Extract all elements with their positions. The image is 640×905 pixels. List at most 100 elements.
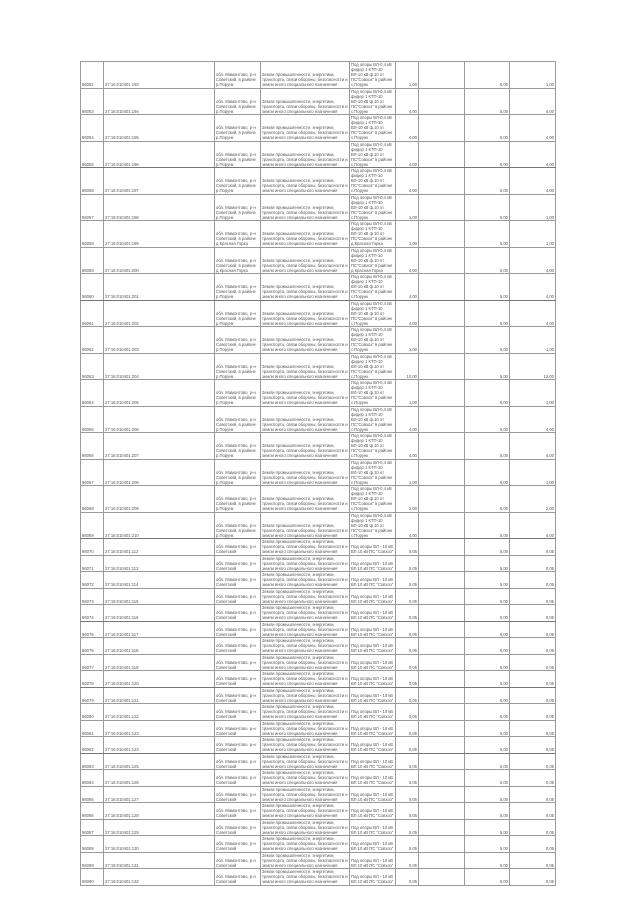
total-cell: 4,00 [509, 432, 556, 460]
table-row: 86083 27:16:010401:125 обл. Мамонтово, р-н… [80, 752, 556, 770]
row-id-cell: 86084 [80, 769, 104, 787]
cadastral-number-cell: 27:16:010401:210 [103, 511, 215, 539]
area-cell: 4,00 [395, 87, 419, 115]
table-row: 86085 27:16:010401:127 обл. Мамонтово, р-н… [80, 785, 556, 803]
row-id-cell: 86071 [80, 554, 104, 572]
cadastral-number-cell: 27:16:010401:117 [103, 620, 215, 638]
area-cell: 0,05 [395, 785, 419, 803]
usage-description-cell: Под опоры ВЛ - 10 кВ ВЛ 10 кВ ПС "Совхоз… [349, 686, 396, 704]
cadastral-number-cell: 27:16:010401:128 [103, 802, 215, 820]
table-row: 86086 27:16:010401:128 обл. Мамонтово, р-н… [80, 802, 556, 820]
row-id-cell: 86090 [80, 868, 104, 886]
total-cell: 0,05 [509, 736, 556, 754]
table-row: 86073 27:16:010401:115 обл. Мамонтово, р-н… [80, 587, 556, 605]
total-cell: 0,05 [509, 670, 556, 688]
rate-cell: 5,00 [464, 554, 510, 572]
row-id-cell: 86077 [80, 653, 104, 671]
row-id-cell: 86078 [80, 670, 104, 688]
table-row: 86076 27:16:010401:118 обл. Мамонтово, р-н… [80, 637, 556, 655]
empty-cell [418, 140, 465, 168]
address-cell: обл. Мамонтово, р-н Советский, в районе … [214, 326, 261, 354]
usage-description-cell: Под опоры ВЛ-0,4 кВ фидер 1 КТП-10 ВЛ-10… [349, 61, 396, 89]
empty-cell [418, 379, 465, 407]
table-row: 86055 27:16:010401:196 обл. Мамонтово, р-н… [80, 140, 556, 168]
address-cell: обл. Мамонтово, р-н Советский [214, 769, 261, 787]
land-category-cell: Земли промышленности, энергетики, трансп… [260, 458, 350, 486]
cadastral-number-cell: 27:16:010401:118 [103, 637, 215, 655]
cadastral-number-cell: 27:16:010401:193 [103, 61, 215, 89]
total-cell: 4,00 [509, 511, 556, 539]
address-cell: обл. Мамонтово, р-н Советский [214, 571, 261, 589]
rate-cell: 5,00 [464, 670, 510, 688]
table-row: 86065 27:16:010401:206 обл. Мамонтово, р-н… [80, 405, 556, 433]
total-cell: 0,05 [509, 538, 556, 556]
total-cell: 1,00 [509, 379, 556, 407]
land-category-cell: Земли промышленности, энергетики, трансп… [260, 432, 350, 460]
empty-cell [418, 752, 465, 770]
address-cell: обл. Мамонтово, р-н Советский [214, 868, 261, 886]
total-cell: 0,05 [509, 686, 556, 704]
land-category-cell: Земли промышленности, энергетики, трансп… [260, 246, 350, 274]
cadastral-number-cell: 27:16:010401:119 [103, 653, 215, 671]
area-cell: 4,00 [395, 167, 419, 195]
cadastral-number-cell: 27:16:010401:124 [103, 736, 215, 754]
rate-cell: 5,00 [464, 405, 510, 433]
area-cell: 0,05 [395, 703, 419, 721]
table-row: 86058 27:16:010401:199 обл. Мамонтово, р-н… [80, 220, 556, 248]
area-cell: 1,00 [395, 379, 419, 407]
area-cell: 4,00 [395, 140, 419, 168]
land-category-cell: Земли промышленности, энергетики, трансп… [260, 802, 350, 820]
area-cell: 0,05 [395, 719, 419, 737]
row-id-cell: 86053 [80, 87, 104, 115]
rate-cell: 5,00 [464, 167, 510, 195]
area-cell: 0,05 [395, 802, 419, 820]
row-id-cell: 86063 [80, 352, 104, 380]
land-category-cell: Земли промышленности, энергетики, трансп… [260, 193, 350, 221]
cadastral-number-cell: 27:16:010401:121 [103, 686, 215, 704]
cadastral-number-cell: 27:16:010401:129 [103, 818, 215, 836]
empty-cell [418, 571, 465, 589]
total-cell: 0,05 [509, 587, 556, 605]
usage-description-cell: Под опоры ВЛ - 10 кВ ВЛ 10 кВ ПС "Совхоз… [349, 851, 396, 869]
total-cell: 0,05 [509, 868, 556, 886]
address-cell: обл. Мамонтово, р-н Советский, в районе … [214, 352, 261, 380]
usage-description-cell: Под опоры ВЛ - 10 кВ ВЛ 10 кВ ПС "Совхоз… [349, 769, 396, 787]
cadastral-number-cell: 27:16:010401:130 [103, 835, 215, 853]
area-cell: 2,00 [395, 485, 419, 513]
cadastral-number-cell: 27:16:010401:195 [103, 114, 215, 142]
empty-cell [418, 432, 465, 460]
row-id-cell: 86074 [80, 604, 104, 622]
area-cell: 0,05 [395, 637, 419, 655]
land-category-cell: Земли промышленности, энергетики, трансп… [260, 868, 350, 886]
empty-cell [418, 736, 465, 754]
row-id-cell: 86069 [80, 511, 104, 539]
usage-description-cell: Под опоры ВЛ-0,4 кВ фидер 1 КТП-10 ВЛ-10… [349, 326, 396, 354]
empty-cell [418, 670, 465, 688]
address-cell: обл. Мамонтово, р-н Советский [214, 785, 261, 803]
area-cell: 1,00 [395, 61, 419, 89]
usage-description-cell: Под опоры ВЛ-0,4 кВ фидер 1 КТП-10 ВЛ-10… [349, 432, 396, 460]
cadastral-number-cell: 27:16:010401:112 [103, 538, 215, 556]
row-id-cell: 86088 [80, 835, 104, 853]
total-cell: 0,05 [509, 851, 556, 869]
area-cell: 0,05 [395, 620, 419, 638]
total-cell: 0,05 [509, 835, 556, 853]
usage-description-cell: Под опоры ВЛ-0,4 кВ фидер 1 КТП-10 ВЛ-10… [349, 299, 396, 327]
table-row: 86072 27:16:010401:114 обл. Мамонтово, р-н… [80, 571, 556, 589]
rate-cell: 5,00 [464, 458, 510, 486]
area-cell: 4,00 [395, 405, 419, 433]
rate-cell: 5,00 [464, 802, 510, 820]
rate-cell: 5,00 [464, 140, 510, 168]
area-cell: 4,00 [395, 299, 419, 327]
empty-cell [418, 167, 465, 195]
table-row: 86070 27:16:010401:112 обл. Мамонтово, р-н… [80, 538, 556, 556]
rate-cell: 5,00 [464, 719, 510, 737]
address-cell: обл. Мамонтово, р-н Советский, в районе … [214, 299, 261, 327]
usage-description-cell: Под опоры ВЛ - 10 кВ ВЛ 10 кВ ПС "Совхоз… [349, 587, 396, 605]
empty-cell [418, 405, 465, 433]
usage-description-cell: Под опоры ВЛ - 10 кВ ВЛ 10 кВ ПС "Совхоз… [349, 538, 396, 556]
rate-cell: 5,00 [464, 587, 510, 605]
cadastral-number-cell: 27:16:010401:200 [103, 246, 215, 274]
total-cell: 0,05 [509, 637, 556, 655]
area-cell: 0,05 [395, 686, 419, 704]
